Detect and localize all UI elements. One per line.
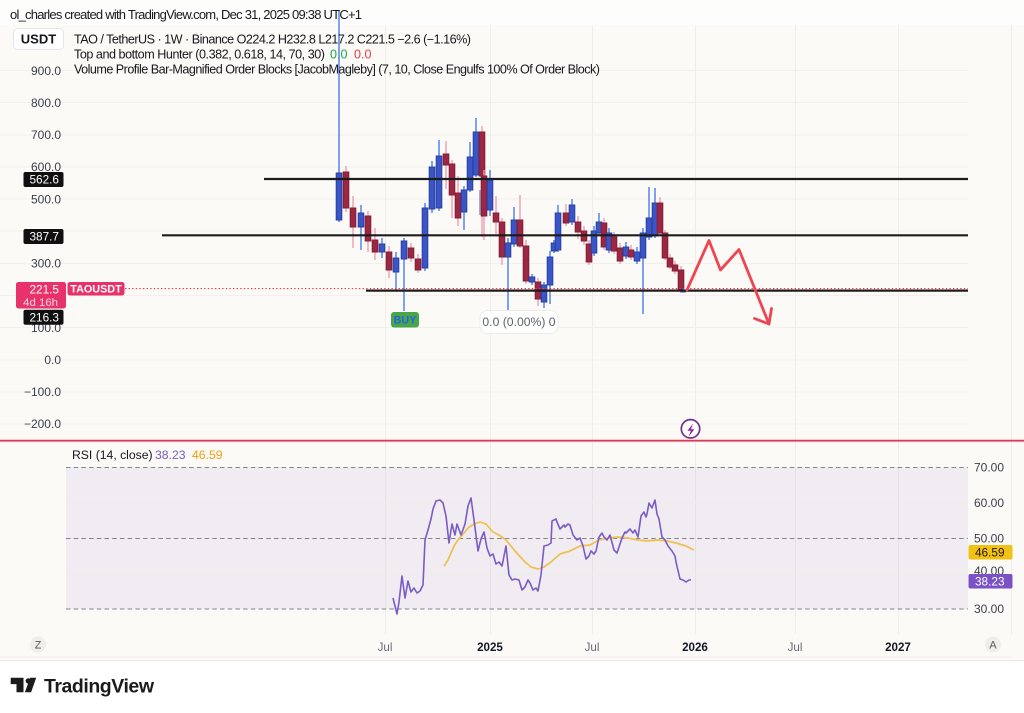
svg-text:2025: 2025 xyxy=(477,641,503,654)
svg-text:50.00: 50.00 xyxy=(974,532,1004,546)
svg-text:TAOUSDT: TAOUSDT xyxy=(70,284,122,296)
svg-text:0.0 (0.00%) 0: 0.0 (0.00%) 0 xyxy=(482,315,555,329)
svg-text:4d 16h: 4d 16h xyxy=(23,297,58,309)
svg-text:60.00: 60.00 xyxy=(974,496,1004,510)
svg-text:300.0: 300.0 xyxy=(31,257,61,271)
svg-text:46.59: 46.59 xyxy=(192,448,223,462)
svg-text:2027: 2027 xyxy=(885,641,911,654)
svg-text:30.00: 30.00 xyxy=(974,602,1004,616)
svg-text:0.0: 0.0 xyxy=(330,48,348,62)
svg-text:500.0: 500.0 xyxy=(31,192,61,206)
svg-text:TAO / TetherUS · 1W · Binance: TAO / TetherUS · 1W · Binance O224.2 H23… xyxy=(74,33,471,47)
svg-text:TradingView: TradingView xyxy=(44,675,155,697)
svg-text:900.0: 900.0 xyxy=(31,64,61,78)
svg-text:BUY: BUY xyxy=(394,315,418,327)
svg-text:A: A xyxy=(989,640,997,652)
svg-text:Z: Z xyxy=(35,640,42,652)
svg-text:0.0: 0.0 xyxy=(354,48,372,62)
svg-text:38.23: 38.23 xyxy=(975,575,1005,589)
svg-text:387.7: 387.7 xyxy=(29,230,59,244)
svg-text:800.0: 800.0 xyxy=(31,96,61,110)
svg-text:ol_charles created with Tradin: ol_charles created with TradingView.com,… xyxy=(10,7,362,22)
svg-text:−100.0: −100.0 xyxy=(24,385,61,399)
svg-text:2026: 2026 xyxy=(682,641,708,654)
svg-text:70.00: 70.00 xyxy=(974,461,1004,475)
svg-text:216.3: 216.3 xyxy=(29,311,59,325)
svg-text:Jul: Jul xyxy=(788,641,803,654)
svg-text:RSI (14, close): RSI (14, close) xyxy=(72,448,153,462)
svg-text:USDT: USDT xyxy=(21,32,56,47)
svg-text:−200.0: −200.0 xyxy=(24,417,61,431)
svg-text:Volume Profile Bar-Magnified O: Volume Profile Bar-Magnified Order Block… xyxy=(74,63,600,77)
svg-text:221.5: 221.5 xyxy=(29,283,59,297)
svg-text:700.0: 700.0 xyxy=(31,128,61,142)
svg-text:Jul: Jul xyxy=(378,641,393,654)
svg-text:0.0: 0.0 xyxy=(44,353,61,367)
svg-text:38.23: 38.23 xyxy=(155,448,186,462)
svg-text:46.59: 46.59 xyxy=(975,546,1005,560)
svg-text:Top and bottom Hunter (0.382,: Top and bottom Hunter (0.382, 0.618, 14,… xyxy=(74,48,325,62)
svg-text:Jul: Jul xyxy=(585,641,600,654)
svg-text:600.0: 600.0 xyxy=(31,160,61,174)
svg-text:562.6: 562.6 xyxy=(29,173,59,187)
